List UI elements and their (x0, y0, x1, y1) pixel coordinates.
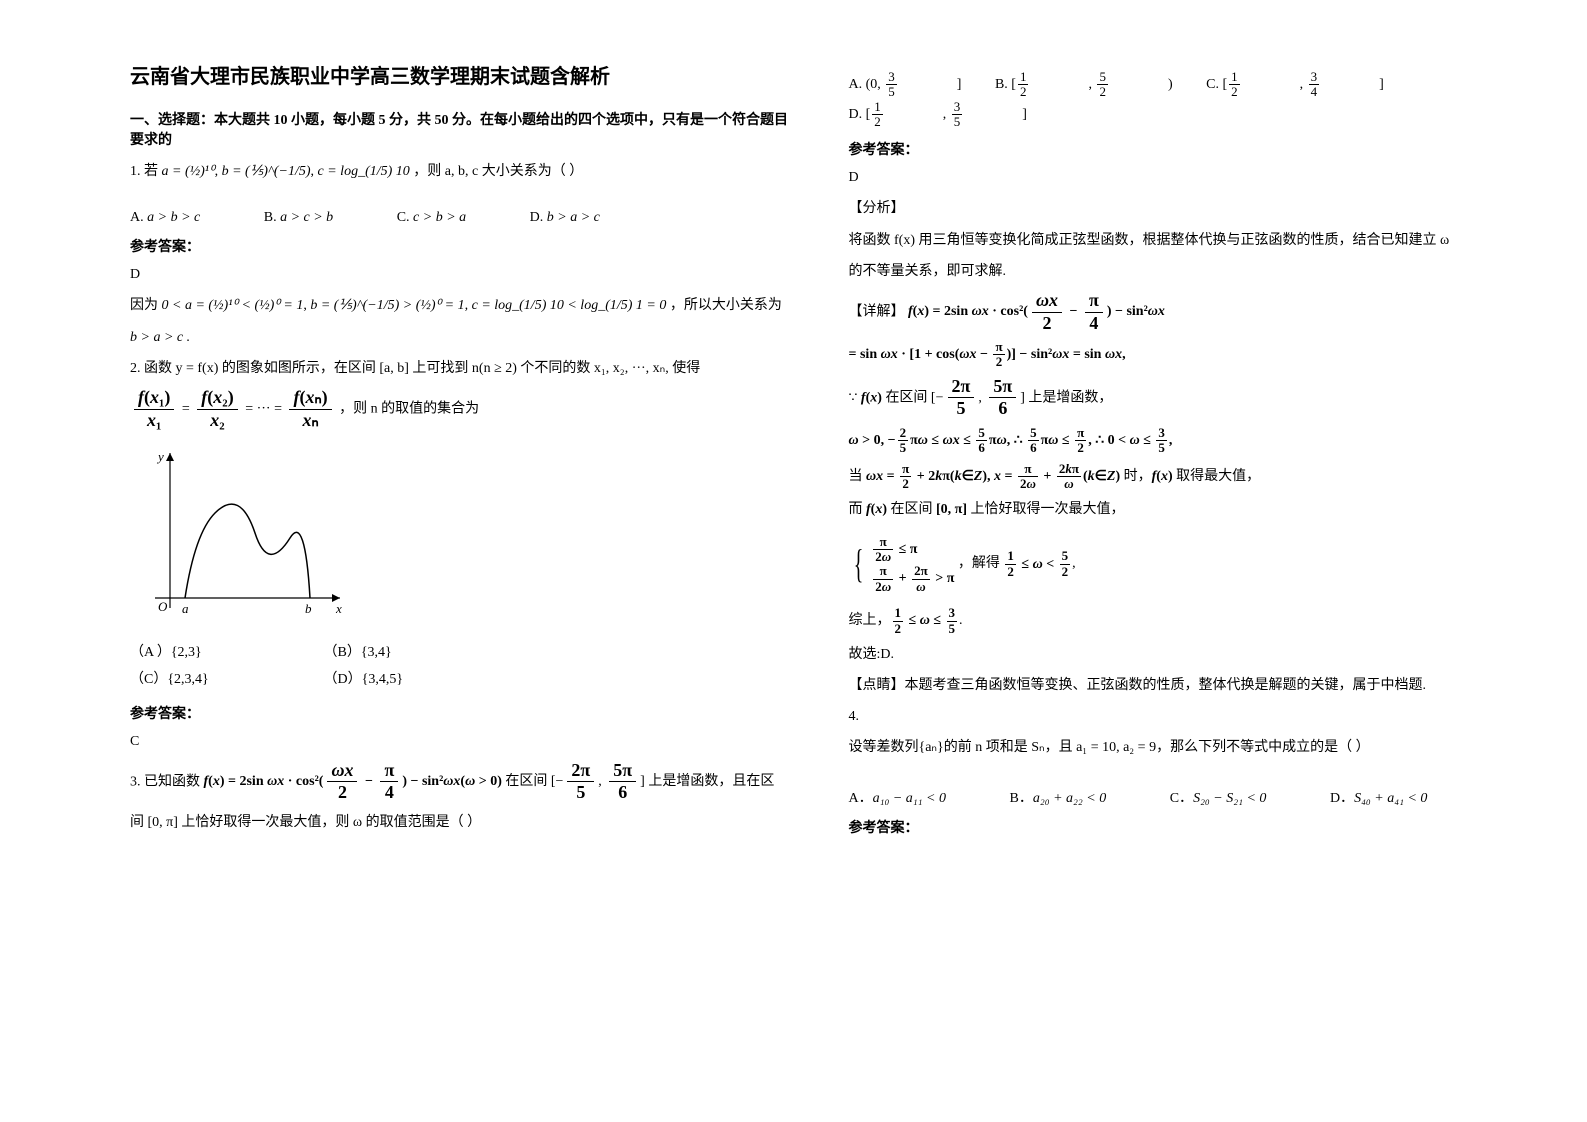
q2-row2: （C）{2,3,4} （D）{3,4,5} (130, 667, 789, 692)
q4-opt-b: B．a₂₀ + a₂₂ < 0 (1010, 787, 1137, 807)
q3-step-eq: = sin ωx · [1 + cos(ωx − π2)] − sin²ωx =… (849, 340, 1508, 370)
q2-opt-d: （D）{3,4,5} (324, 672, 404, 687)
q3-step-because: ∵ f(x) 在区间 [−2π5, 5π6] 上是增函数， (849, 376, 1508, 420)
q3-analysis: 将函数 f(x) 用三角恒等变换化简成正弦型函数，根据整体代换与正弦函数的性质，… (849, 228, 1508, 253)
q3-opt-c: C. [12, 34] (1206, 70, 1384, 100)
q1-opt-a: A. a > b > c (130, 210, 230, 226)
q1-b: b = (⅕)^(−1/5) (222, 164, 311, 179)
q3-step-when: 当 ωx = π2 + 2kπ(k∈Z), x = π2ω + 2kπω(k∈Z… (849, 462, 1508, 492)
label-x: x (335, 601, 342, 616)
q4-opt-d: D．S₄₀ + a₄₁ < 0 (1330, 787, 1458, 807)
q1-stem: 1. 若 a = (½)¹⁰, b = (⅕)^(−1/5), c = log_… (130, 159, 789, 184)
q3-answer: D (849, 165, 1508, 190)
q2-row1: （A ）{2,3} （B）{3,4} (130, 640, 789, 665)
q2-answer: C (130, 729, 789, 754)
q3-detail-expr: f(x) = 2sin ωx · cos²(ωx2 − π4) − sin²ωx (908, 304, 1165, 319)
q2-stem1: 2. 函数 y = f(x) 的图象如图所示，在区间 [a, b] 上可找到 n… (130, 356, 789, 381)
q3-step-ineq1: ω > 0, −25πω ≤ ωx ≤ 56πω, ∴ 56πω ≤ π2, ∴… (849, 426, 1508, 456)
q1-opt-c: C. c > b > a (397, 210, 496, 226)
q3-step-and: 而 f(x) 在区间 [0, π] 上恰好取得一次最大值， (849, 497, 1508, 522)
q2-opt-b: （B）{3,4} (324, 645, 392, 660)
q3-therefore: 故选:D. (849, 642, 1508, 667)
q3-opt-d: D. [12, 35] (849, 100, 1027, 130)
right-column: A. (0, 35] B. [12, 52) C. [12, 34] D. [1… (819, 60, 1538, 1092)
q3-analysis2: 的不等量关系，即可求解. (849, 259, 1508, 284)
q3-ref-label: 参考答案： (849, 139, 1508, 159)
left-column: 云南省大理市民族职业中学高三数学理期末试题含解析 一、选择题：本大题共 10 小… (100, 60, 819, 1092)
q2-ref-label: 参考答案： (130, 703, 789, 723)
graph-svg: O a b x y (140, 443, 350, 623)
q2-stem2-suffix: ，则 n 的取值的集合为 (339, 401, 479, 416)
q1-opt-b: B. a > c > b (264, 210, 363, 226)
label-O: O (158, 599, 168, 614)
q1-options: A. a > b > c B. a > c > b C. c > b > a D… (130, 210, 789, 226)
q4-opt-a: A．a₁₀ − a₁₁ < 0 (849, 787, 977, 807)
q3-step-conclude: 综上，12 ≤ ω ≤ 35. (849, 606, 1508, 636)
q3-opt-b: B. [12, 52) (995, 70, 1173, 100)
q4-ref-label: 参考答案： (849, 817, 1508, 837)
q3-options: A. (0, 35] B. [12, 52) C. [12, 34] D. [1… (849, 70, 1508, 129)
q2-opt-c: （C）{2,3,4} (130, 667, 320, 692)
exam-page: 云南省大理市民族职业中学高三数学理期末试题含解析 一、选择题：本大题共 10 小… (0, 0, 1587, 1122)
q1-answer: D (130, 262, 789, 287)
q1-because: 因为 (130, 298, 158, 313)
q3-opt-a: A. (0, 35] (849, 70, 962, 100)
q4-options: A．a₁₀ − a₁₁ < 0 B．a₂₀ + a₂₂ < 0 C．S₂₀ − … (849, 787, 1508, 807)
q3-func: f(x) = 2sin ωx · cos²(ωx2 − π4) − sin²ωx… (204, 774, 502, 789)
label-b: b (305, 601, 312, 616)
q3-system-suffix: ，解得 12 ≤ ω < 52, (958, 557, 1076, 572)
q2-stem2: f(x₁)x₁ = f(x₂)x₂ = ··· = f(xₙ)xₙ ，则 n 的… (130, 387, 789, 431)
q3-interval-text: 在区间 [−2π5, 5π6] 上是增函数，且在区 (505, 774, 774, 789)
exam-title: 云南省大理市民族职业中学高三数学理期末试题含解析 (130, 60, 789, 89)
q1-ref-label: 参考答案： (130, 236, 789, 256)
q3-stem1: 3. 已知函数 f(x) = 2sin ωx · cos²(ωx2 − π4) … (130, 760, 789, 804)
q1-suffix: ，则 a, b, c 大小关系为（ ） (413, 164, 583, 179)
q3-detail-row: 【详解】 f(x) = 2sin ωx · cos²(ωx2 − π4) − s… (849, 290, 1508, 334)
q2-graph: O a b x y (140, 443, 789, 628)
q3-point: 【点睛】本题考查三角函数恒等变换、正弦函数的性质，整体代换是解题的关键，属于中档… (849, 673, 1508, 698)
q1-prefix: 1. 若 (130, 164, 158, 179)
q4-num: 4. (849, 704, 1508, 729)
q3-detail-label: 【详解】 (849, 304, 905, 319)
q1-opt-d: D. b > a > c (530, 210, 630, 226)
q3-system: { π2ω ≤ π π2ω + 2πω > π ，解得 12 ≤ ω < 52, (849, 528, 1508, 600)
q1-conclusion: b > a > c . (130, 325, 789, 350)
q3-prefix: 3. 已知函数 (130, 774, 200, 789)
q1-exp-suffix: ，所以大小关系为 (670, 298, 782, 313)
q3-analysis-label: 【分析】 (849, 196, 1508, 221)
q1-step1: 0 < a = (½)¹⁰ < (½)⁰ = 1 (162, 298, 304, 313)
label-y: y (156, 449, 164, 464)
q2-opt-a: （A ）{2,3} (130, 640, 320, 665)
q1-explain: 因为 0 < a = (½)¹⁰ < (½)⁰ = 1, b = (⅕)^(−1… (130, 293, 789, 318)
q1-step2: b = (⅕)^(−1/5) > (½)⁰ = 1, c = log_(1/5)… (310, 298, 666, 313)
q3-stem2: 间 [0, π] 上恰好取得一次最大值，则 ω 的取值范围是（ ） (130, 810, 789, 835)
label-a: a (182, 601, 189, 616)
q4-stem: 设等差数列{aₙ}的前 n 项和是 Sₙ，且 a₁ = 10, a₂ = 9，那… (849, 735, 1508, 760)
section-header: 一、选择题：本大题共 10 小题，每小题 5 分，共 50 分。在每小题给出的四… (130, 109, 789, 149)
q1-c: c = log_(1/5) 10 (318, 164, 410, 179)
q1-a: a = (½)¹⁰ (162, 164, 215, 179)
q4-opt-c: C．S₂₀ − S₂₁ < 0 (1170, 787, 1297, 807)
